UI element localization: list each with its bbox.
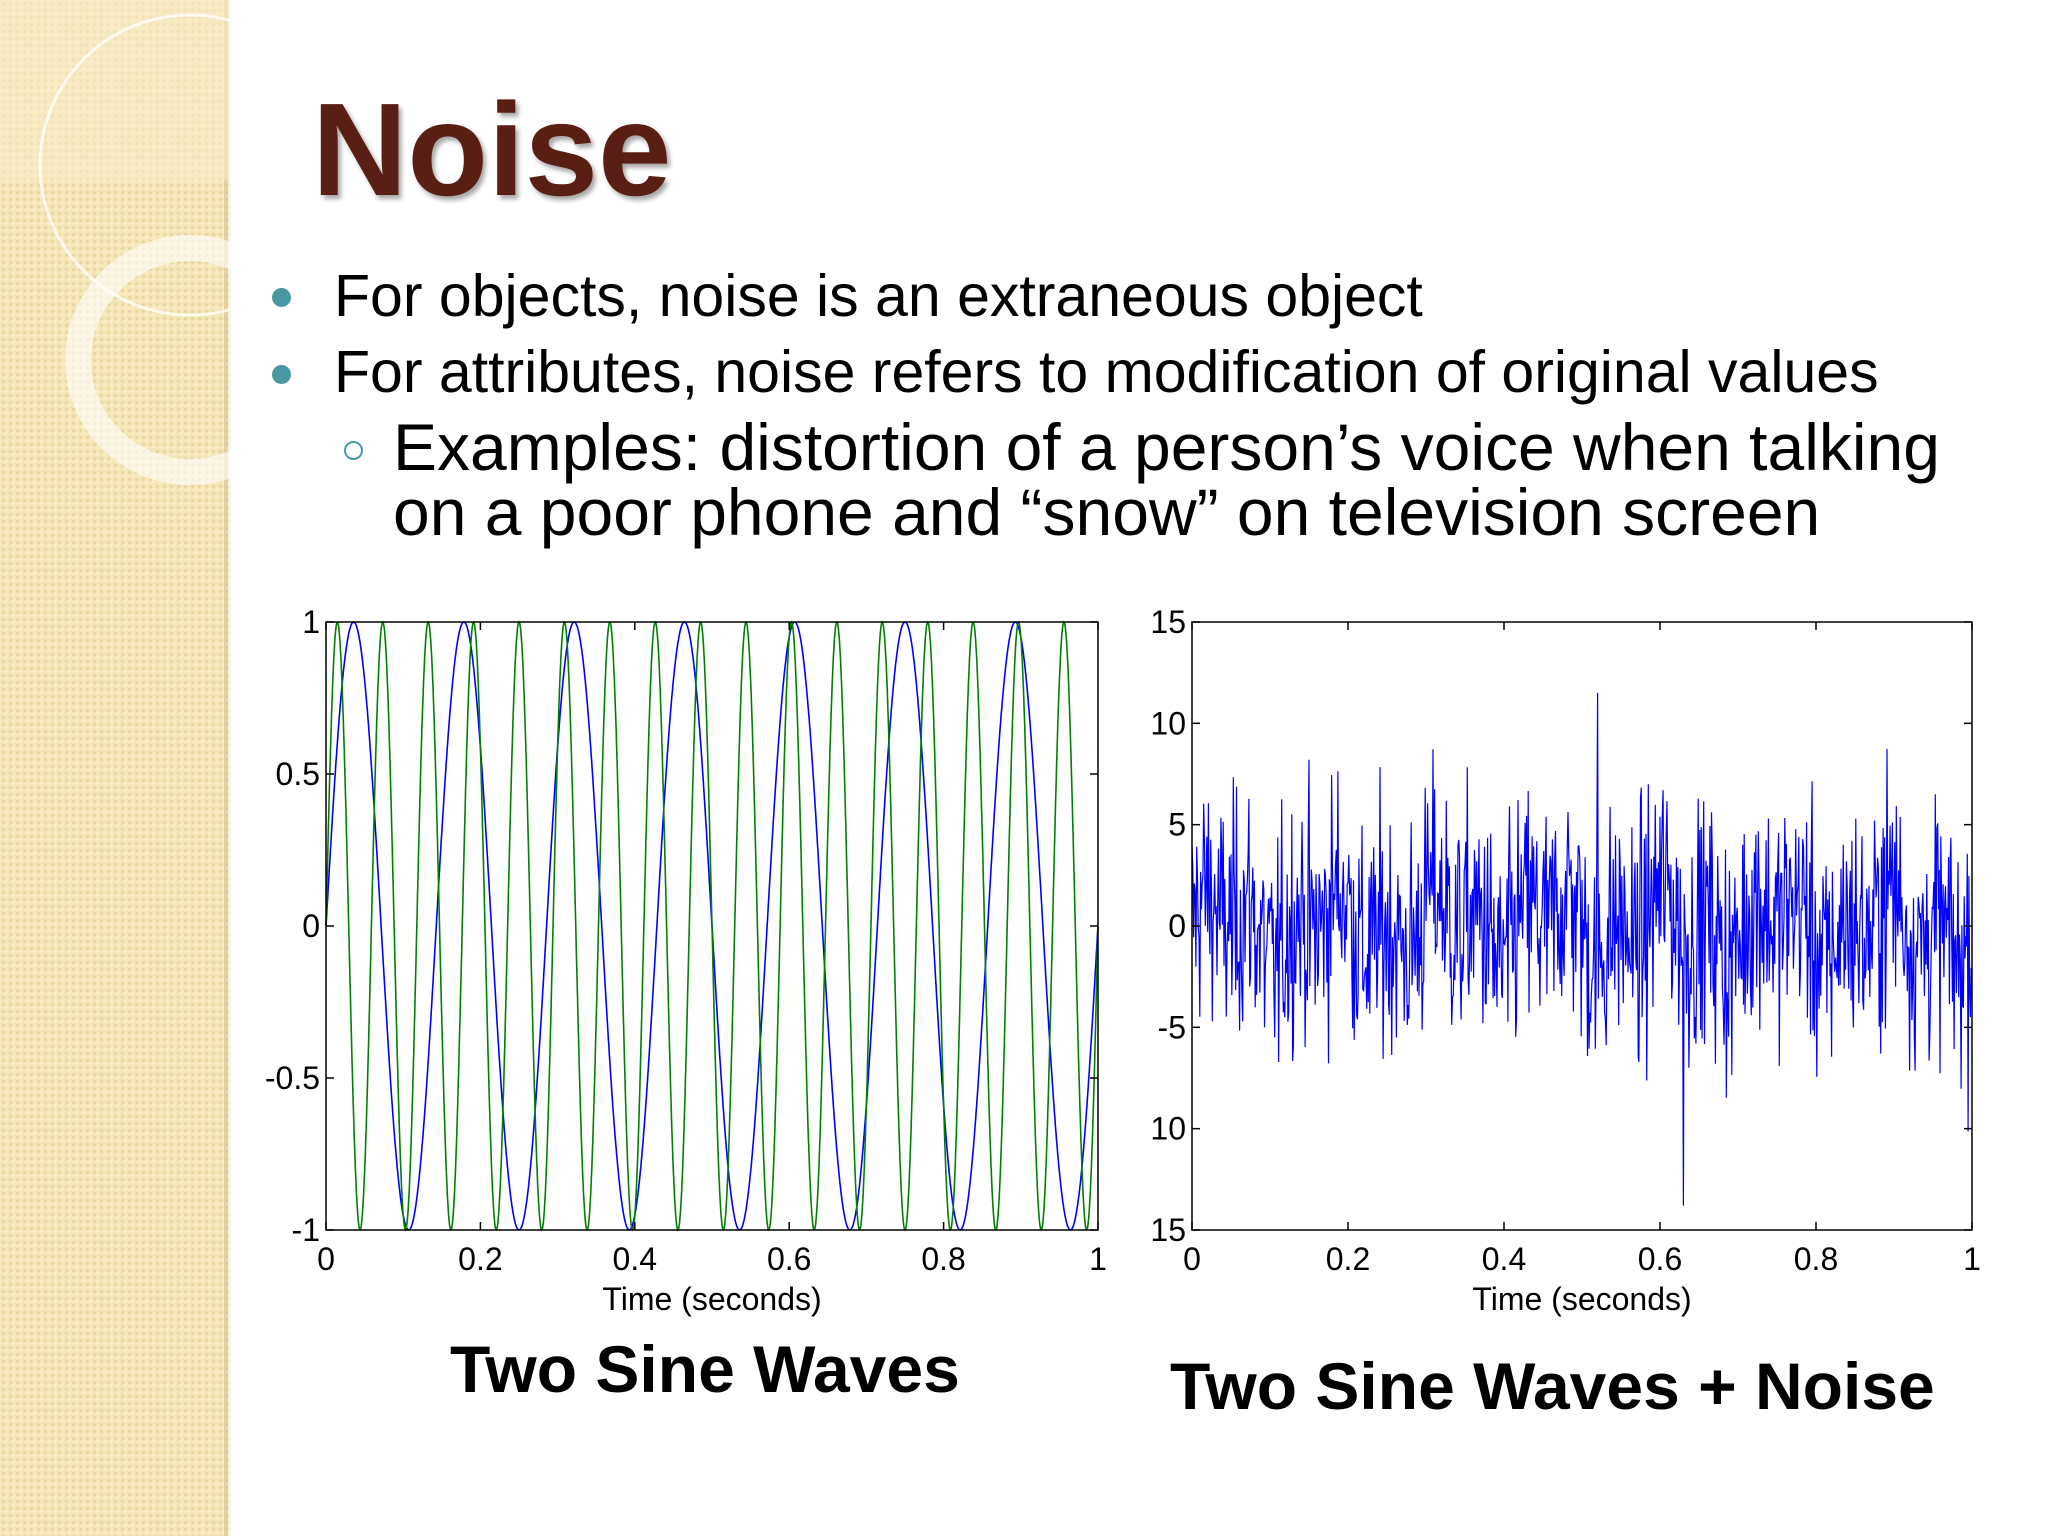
c2-xtick-label: 1 — [1963, 1241, 1981, 1277]
deco-ring-thick — [65, 235, 260, 485]
chart2-caption: Two Sine Waves + Noise — [1170, 1349, 1935, 1423]
chart1-caption: Two Sine Waves — [450, 1332, 960, 1406]
c2-ytick-label: 0 — [1168, 908, 1186, 944]
c1-xtick-label: 1 — [1089, 1241, 1107, 1277]
deco-ring-large — [38, 13, 260, 317]
bullet-2: For attributes, noise refers to modifica… — [334, 339, 1879, 405]
chart-two-sine-waves: 0 0.2 0.4 0.6 0.8 1 1 0.5 0 -0.5 -1 Time (seconds) — [265, 604, 1107, 1317]
chart1-xlabel: Time (seconds) — [602, 1281, 821, 1317]
sidebar-edge — [224, 0, 232, 1536]
decorative-rings — [0, 0, 260, 485]
chart2-series-line — [1191, 692, 1973, 1206]
c2-ytick-label: 10 — [1150, 705, 1186, 741]
c1-ytick-label: -0.5 — [265, 1060, 320, 1096]
c2-xtick-label: 0 — [1183, 1241, 1201, 1277]
c1-ytick-label: 0.5 — [276, 756, 320, 792]
c2-ytick-label: 5 — [1168, 807, 1186, 843]
sub-bullet-line-1: Examples: distortion of a person’s voice… — [393, 410, 1940, 484]
c2-ytick-label: 15 — [1150, 1212, 1186, 1248]
slide-title: Noise — [312, 76, 672, 223]
c1-xtick-label: 0.2 — [458, 1241, 502, 1277]
c1-xtick-label: 0.8 — [921, 1241, 965, 1277]
c1-ytick-label: 1 — [302, 604, 320, 640]
bullet-dot-1 — [272, 288, 291, 307]
c2-xtick-label: 0.8 — [1794, 1241, 1838, 1277]
chart1-series-line-2 — [325, 620, 1099, 1232]
chart1-series — [325, 620, 1099, 1232]
sub-bullet-line-2: on a poor phone and “snow” on television… — [393, 475, 1821, 549]
c1-ytick-label: 0 — [302, 908, 320, 944]
deco-panel — [0, 0, 228, 180]
c1-xtick-label: 0.4 — [613, 1241, 657, 1277]
bullet-1: For objects, noise is an extraneous obje… — [334, 263, 1423, 329]
c2-xtick-label: 0.4 — [1482, 1241, 1526, 1277]
c2-ytick-label: 15 — [1150, 604, 1186, 640]
c2-xtick-label: 0.6 — [1638, 1241, 1682, 1277]
chart-two-sine-waves-noise: 0 0.2 0.4 0.6 0.8 1 15 10 5 0 -5 10 15 Time (seconds… — [1150, 604, 1980, 1317]
chart2-ticks: 0 0.2 0.4 0.6 0.8 1 15 10 5 0 -5 10 15 — [1150, 604, 1980, 1277]
chart2-series — [1191, 692, 1973, 1206]
c1-ytick-label: -1 — [292, 1212, 320, 1248]
bullet-dot-2 — [272, 365, 291, 384]
c2-ytick-label: -5 — [1158, 1009, 1186, 1045]
chart1-ticks: 0 0.2 0.4 0.6 0.8 1 1 0.5 0 -0.5 -1 — [265, 604, 1107, 1277]
sub-bullet-marker — [344, 441, 363, 460]
c2-xtick-label: 0.2 — [1326, 1241, 1370, 1277]
chart2-xlabel: Time (seconds) — [1472, 1281, 1691, 1317]
c1-xtick-label: 0 — [317, 1241, 335, 1277]
c2-ytick-label: 10 — [1150, 1111, 1186, 1147]
c1-xtick-label: 0.6 — [767, 1241, 811, 1277]
